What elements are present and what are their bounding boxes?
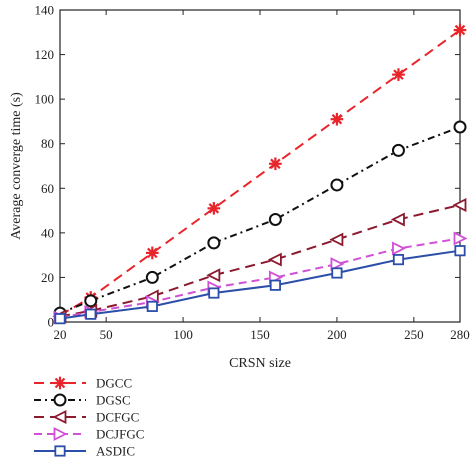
series-line-dcjfgc (59, 237, 461, 319)
y-tick-label: 40 (41, 225, 54, 240)
legend-marker-dcfgc (52, 410, 67, 424)
y-tick-label: 20 (41, 270, 54, 285)
data-point-dcfgc (206, 268, 221, 283)
data-point-dgcc (330, 112, 344, 126)
data-point-dcjfgc (330, 257, 345, 272)
data-point-asdic (331, 267, 343, 279)
series-asdic (54, 245, 466, 325)
data-point-dcjfgc (453, 231, 468, 246)
data-point-asdic (269, 279, 281, 291)
legend: DGCC DGSC DCFGC DCJFGC ASDIC (34, 376, 144, 459)
legend-label-dcfgc: DCFGC (96, 410, 139, 425)
data-point-asdic (146, 300, 158, 312)
x-tick-label: 250 (404, 327, 424, 342)
y-tick-label: 140 (35, 3, 55, 18)
series-line-dgcc (59, 29, 461, 317)
y-tick-label: 100 (35, 92, 55, 107)
x-tick-label: 20 (54, 327, 67, 342)
legend-marker-dgcc (53, 376, 67, 390)
data-point-dgsc (145, 270, 159, 284)
data-point-dcfgc (329, 232, 344, 247)
data-point-dgcc (269, 157, 282, 171)
legend-item-dcfgc: DCFGC (34, 410, 139, 425)
y-tick-label: 60 (41, 181, 54, 196)
legend-marker-asdic (54, 445, 66, 457)
data-point-dgsc (268, 212, 282, 226)
data-point-asdic (454, 245, 466, 257)
series-dgcc (53, 23, 467, 322)
data-point-dgsc (84, 294, 98, 308)
y-tick-label: 80 (41, 136, 54, 151)
x-tick-label: 280 (450, 327, 470, 342)
legend-label-dcjfgc: DCJFGC (96, 427, 144, 442)
series-line-dcfgc (59, 204, 461, 318)
series-line-asdic (59, 249, 461, 320)
data-point-dgsc (330, 178, 344, 192)
legend-label-dgcc: DGCC (96, 376, 132, 391)
data-point-asdic (392, 254, 405, 266)
data-point-dgcc (207, 202, 221, 215)
legend-item-dgsc: DGSC (34, 393, 131, 408)
data-point-asdic (208, 287, 220, 299)
legend-label-asdic: ASDIC (96, 444, 135, 459)
data-point-dgcc (145, 246, 159, 260)
series-dcfgc (52, 198, 467, 324)
legend-item-dgcc: DGCC (34, 376, 132, 391)
legend-marker-dgsc (53, 393, 67, 407)
y-tick-label: 120 (35, 47, 55, 62)
data-point-dcjfgc (392, 241, 406, 256)
x-tick-label: 200 (327, 327, 347, 342)
data-point-dgcc (392, 68, 405, 81)
data-point-dgcc (453, 23, 467, 37)
data-point-asdic (54, 313, 66, 325)
x-tick-label: 150 (250, 327, 270, 342)
data-point-dcfgc (267, 252, 282, 267)
data-point-asdic (85, 308, 97, 320)
y-tick-label: 0 (48, 315, 55, 330)
data-point-dcfgc (390, 212, 405, 227)
x-axis-title: CRSN size (229, 356, 291, 371)
data-point-dgsc (391, 143, 405, 157)
data-point-dcfgc (452, 198, 467, 212)
x-tick-label: 50 (100, 327, 113, 342)
legend-marker-dcjfgc (53, 427, 68, 441)
legend-item-asdic: ASDIC (34, 444, 135, 459)
y-axis-title: Average converge time (s) (9, 92, 24, 240)
data-point-dgsc (207, 236, 221, 250)
legend-label-dgsc: DGSC (96, 393, 131, 408)
x-tick-label: 100 (173, 327, 193, 342)
legend-item-dcjfgc: DCJFGC (34, 427, 144, 442)
data-point-dgsc (453, 120, 467, 134)
